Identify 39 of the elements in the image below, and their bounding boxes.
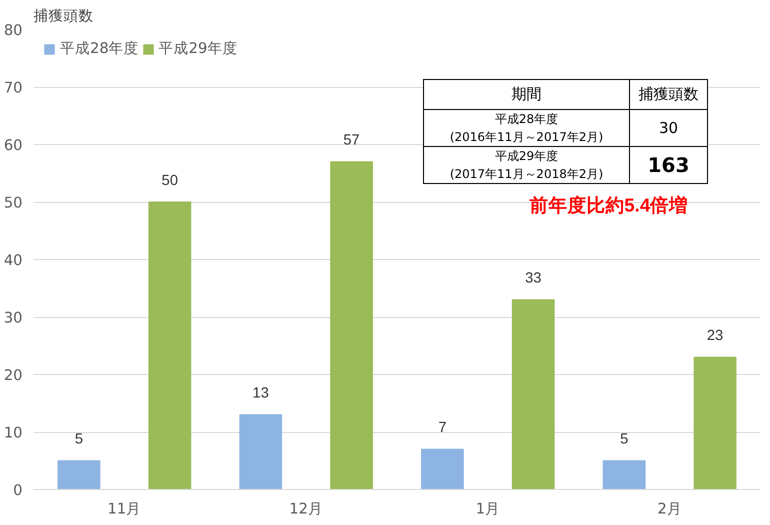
y-tick-label: 70 [4, 80, 23, 96]
y-tick-label: 80 [4, 22, 23, 39]
y-tick-label: 60 [4, 137, 23, 154]
legend-label: 平成29年度 [158, 39, 238, 58]
annotation: 捕獲頭数 [630, 80, 708, 110]
bar [694, 356, 736, 490]
data-label: 50 [162, 172, 178, 189]
data-label: 33 [525, 270, 542, 286]
bar [421, 448, 464, 490]
y-tick-label: 30 [4, 310, 23, 326]
annotation: 163 [630, 146, 708, 184]
annotation: 期間 [424, 80, 630, 110]
annotation: 平成28年度 (2016年11月～2017年2月) [424, 110, 630, 146]
data-label: 57 [343, 132, 360, 148]
x-tick-label: 11月 [108, 500, 142, 518]
annotation: 平成29年度 (2017年11月～2018年2月) [424, 146, 630, 184]
y-axis-title: 捕獲頭数 [34, 8, 94, 24]
x-tick-label: 12月 [289, 500, 323, 518]
x-tick-label: 2月 [657, 500, 682, 518]
y-tick-label: 40 [4, 252, 23, 269]
data-label: 7 [438, 420, 447, 436]
data-label: 13 [252, 386, 269, 402]
bar [602, 460, 646, 490]
y-tick-label: 50 [4, 194, 23, 212]
bar [239, 414, 282, 490]
bar [148, 202, 192, 490]
bar [58, 460, 100, 490]
data-label: 5 [74, 432, 84, 448]
y-tick-label: 20 [4, 367, 23, 384]
annotation: 30 [630, 110, 708, 146]
data-label: 23 [706, 328, 724, 344]
bar [512, 299, 555, 490]
legend-label: 平成28年度 [60, 39, 139, 58]
annotation: 前年度比約5.4倍増 [528, 194, 688, 216]
bar [330, 161, 373, 490]
y-tick-label: 0 [13, 482, 23, 499]
data-label: 5 [620, 432, 628, 448]
x-tick-label: 1月 [476, 500, 500, 518]
y-tick-label: 10 [4, 424, 23, 442]
